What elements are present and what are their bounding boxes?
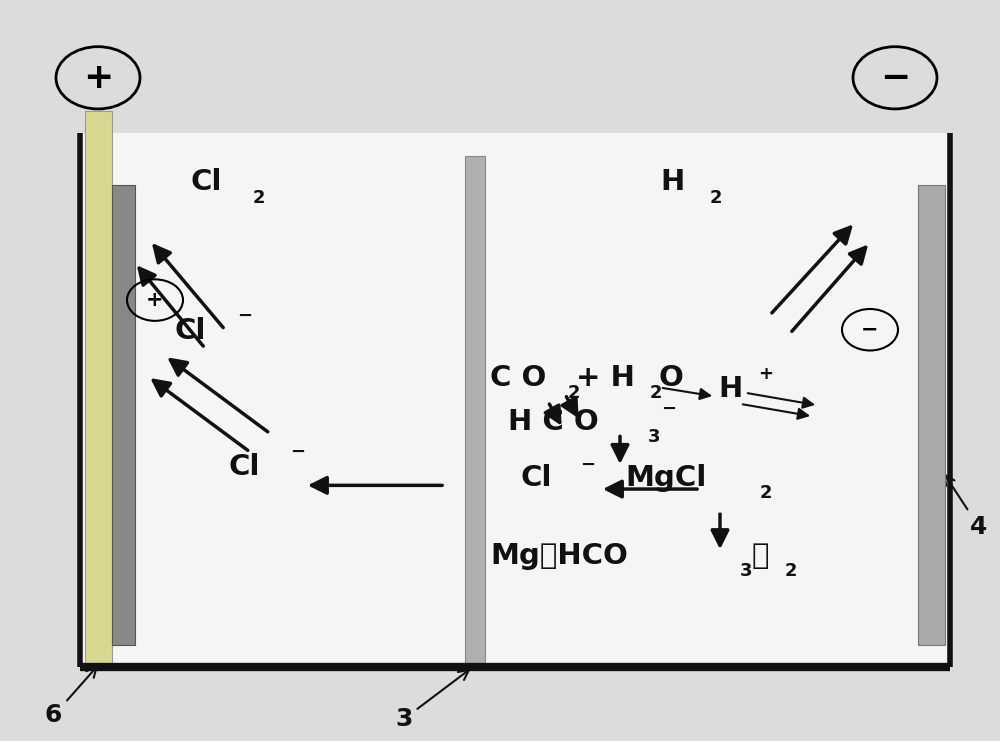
Text: +: +	[83, 61, 113, 95]
Text: 2: 2	[785, 562, 798, 579]
Text: 2: 2	[253, 189, 266, 207]
Text: Mg（HCO: Mg（HCO	[490, 542, 628, 570]
Text: 2: 2	[760, 484, 772, 502]
Text: −: −	[580, 456, 595, 473]
Text: O: O	[658, 364, 683, 392]
Text: H: H	[660, 167, 684, 196]
Text: H C O: H C O	[508, 408, 599, 436]
Text: −: −	[661, 400, 676, 418]
Text: C O: C O	[490, 364, 546, 392]
Text: ）: ）	[752, 542, 770, 570]
Text: Cl: Cl	[190, 167, 222, 196]
Text: 4: 4	[945, 475, 987, 539]
Text: H: H	[718, 375, 742, 403]
Text: +: +	[146, 290, 164, 310]
Text: 3: 3	[740, 562, 753, 579]
Bar	[465, 156, 485, 667]
Text: 3: 3	[648, 428, 660, 446]
Text: MgCl: MgCl	[625, 464, 706, 492]
Text: Cl: Cl	[228, 453, 260, 481]
Text: −: −	[290, 443, 305, 461]
Text: 2: 2	[710, 189, 722, 207]
Bar	[112, 185, 135, 645]
Bar	[85, 111, 112, 667]
Text: −: −	[237, 308, 252, 325]
Text: 3: 3	[395, 670, 469, 731]
Text: + H: + H	[576, 364, 635, 392]
Text: +: +	[758, 365, 773, 383]
Text: Cl: Cl	[175, 317, 207, 345]
Text: 2: 2	[650, 384, 662, 402]
Text: −: −	[861, 320, 879, 339]
Text: 2: 2	[568, 384, 580, 402]
Text: 6: 6	[45, 667, 97, 728]
Text: −: −	[880, 61, 910, 95]
Text: Cl: Cl	[520, 464, 552, 492]
Bar	[80, 133, 950, 667]
Bar	[918, 185, 945, 645]
